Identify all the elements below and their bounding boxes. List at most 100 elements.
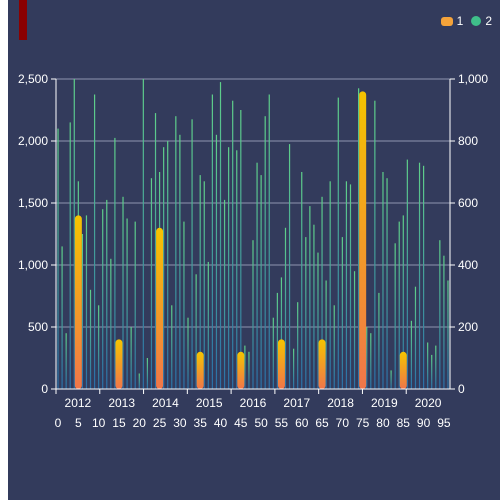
bar-series-2 <box>402 215 404 389</box>
y-right-tick-label: 0 <box>458 382 465 396</box>
bar-series-2 <box>317 252 319 389</box>
y-right-tick-label: 200 <box>458 320 478 334</box>
bar-series-1 <box>359 91 367 390</box>
bar-series-2 <box>69 122 71 390</box>
bar-series-2 <box>435 345 437 389</box>
bar-series-2 <box>337 97 339 389</box>
bar-series-2 <box>301 172 303 389</box>
bar-series-2 <box>203 181 205 389</box>
bar-series-2 <box>122 196 124 389</box>
bar-series-2 <box>313 224 315 389</box>
y-left-tick-label: 500 <box>28 320 48 334</box>
bar-series-2 <box>219 82 222 389</box>
bar-series-2 <box>280 277 283 389</box>
bar-series-2 <box>341 237 343 389</box>
bar-series-1 <box>156 227 164 389</box>
bar-series-2 <box>366 327 368 389</box>
x-index-label: 75 <box>356 416 370 430</box>
x-index-label: 65 <box>315 416 329 430</box>
bar-series-2 <box>390 370 392 389</box>
x-year-label: 2012 <box>65 396 92 410</box>
bar-series-1 <box>399 351 407 389</box>
bar-series-2 <box>106 199 108 389</box>
bar-series-2 <box>183 221 185 389</box>
x-index-label: 85 <box>397 416 411 430</box>
bar-series-2 <box>98 305 100 389</box>
bar-series-2 <box>345 181 348 389</box>
bar-series-2 <box>65 333 67 389</box>
legend: 1 2 <box>440 14 492 28</box>
bar-series-2 <box>191 119 193 390</box>
x-year-label: 2019 <box>371 396 398 410</box>
bar-series-2 <box>284 227 287 389</box>
bar-series-2 <box>414 286 417 389</box>
bar-series-1 <box>318 339 326 389</box>
bar-series-2 <box>199 175 201 389</box>
bar-series-1 <box>277 339 285 389</box>
x-index-label: 95 <box>437 416 451 430</box>
bar-series-2 <box>232 100 234 389</box>
x-index-label: 5 <box>75 416 82 430</box>
y-left-tick-label: 2,500 <box>18 72 48 86</box>
bar-series-2 <box>394 243 396 389</box>
bar-series-2 <box>427 342 429 389</box>
y-right-tick-label: 800 <box>458 134 478 148</box>
bar-series-2 <box>260 175 262 389</box>
bar-series-2 <box>439 240 441 389</box>
bar-series-2 <box>211 94 213 389</box>
bar-series-2 <box>333 305 335 389</box>
x-index-label: 30 <box>173 416 187 430</box>
x-index-label: 20 <box>133 416 147 430</box>
x-index-label: 40 <box>214 416 228 430</box>
bar-series-2 <box>374 100 376 389</box>
bar-series-2 <box>73 79 75 389</box>
bar-series-2 <box>447 280 449 389</box>
bar-series-2 <box>244 345 246 389</box>
bar-series-2 <box>297 302 299 389</box>
bar-series-2 <box>443 255 445 389</box>
bar-series-2 <box>268 94 270 389</box>
bar-series-2 <box>154 113 157 389</box>
bar-series-2 <box>398 221 400 389</box>
x-year-label: 2014 <box>152 396 179 410</box>
bar-series-2 <box>431 354 433 389</box>
x-year-label: 2017 <box>283 396 310 410</box>
legend-item-1[interactable]: 1 <box>440 14 463 28</box>
bar-series-2 <box>382 172 384 389</box>
bar-series-2 <box>163 147 165 389</box>
y-right-tick-label: 1,000 <box>458 72 488 86</box>
x-index-label: 45 <box>234 416 248 430</box>
x-index-label: 80 <box>376 416 390 430</box>
bar-series-2 <box>236 150 238 389</box>
bar-series-2 <box>146 358 148 389</box>
x-year-label: 2013 <box>108 396 135 410</box>
bar-series-2 <box>264 116 266 389</box>
y-right-tick-label: 600 <box>458 196 478 210</box>
legend-item-2[interactable]: 2 <box>471 14 492 28</box>
bar-series-2 <box>114 137 116 389</box>
bar-series-2 <box>134 221 136 389</box>
bar-series-1 <box>74 215 82 389</box>
x-year-label: 2015 <box>196 396 223 410</box>
bar-series-2 <box>329 181 331 389</box>
bar-series-2 <box>138 373 140 389</box>
bar-series-2 <box>321 196 323 389</box>
bar-series-1 <box>237 351 245 389</box>
x-index-label: 60 <box>295 416 309 430</box>
bar-series-2 <box>57 128 59 389</box>
bar-series-2 <box>207 261 209 389</box>
bar-series-2 <box>130 327 132 389</box>
bar-series-2 <box>110 258 112 389</box>
bar-series-1 <box>196 351 204 389</box>
bar-series-2 <box>252 240 254 389</box>
bar-series-2 <box>309 206 311 389</box>
bar-series-2 <box>150 178 153 389</box>
x-index-label: 55 <box>275 416 289 430</box>
y-left-tick-label: 2,000 <box>18 134 48 148</box>
legend-label-2: 2 <box>485 14 492 28</box>
y-left-tick-label: 0 <box>41 382 48 396</box>
bar-series-2 <box>272 317 274 389</box>
bar-series-2 <box>171 305 173 389</box>
bar-series-2 <box>179 134 181 389</box>
